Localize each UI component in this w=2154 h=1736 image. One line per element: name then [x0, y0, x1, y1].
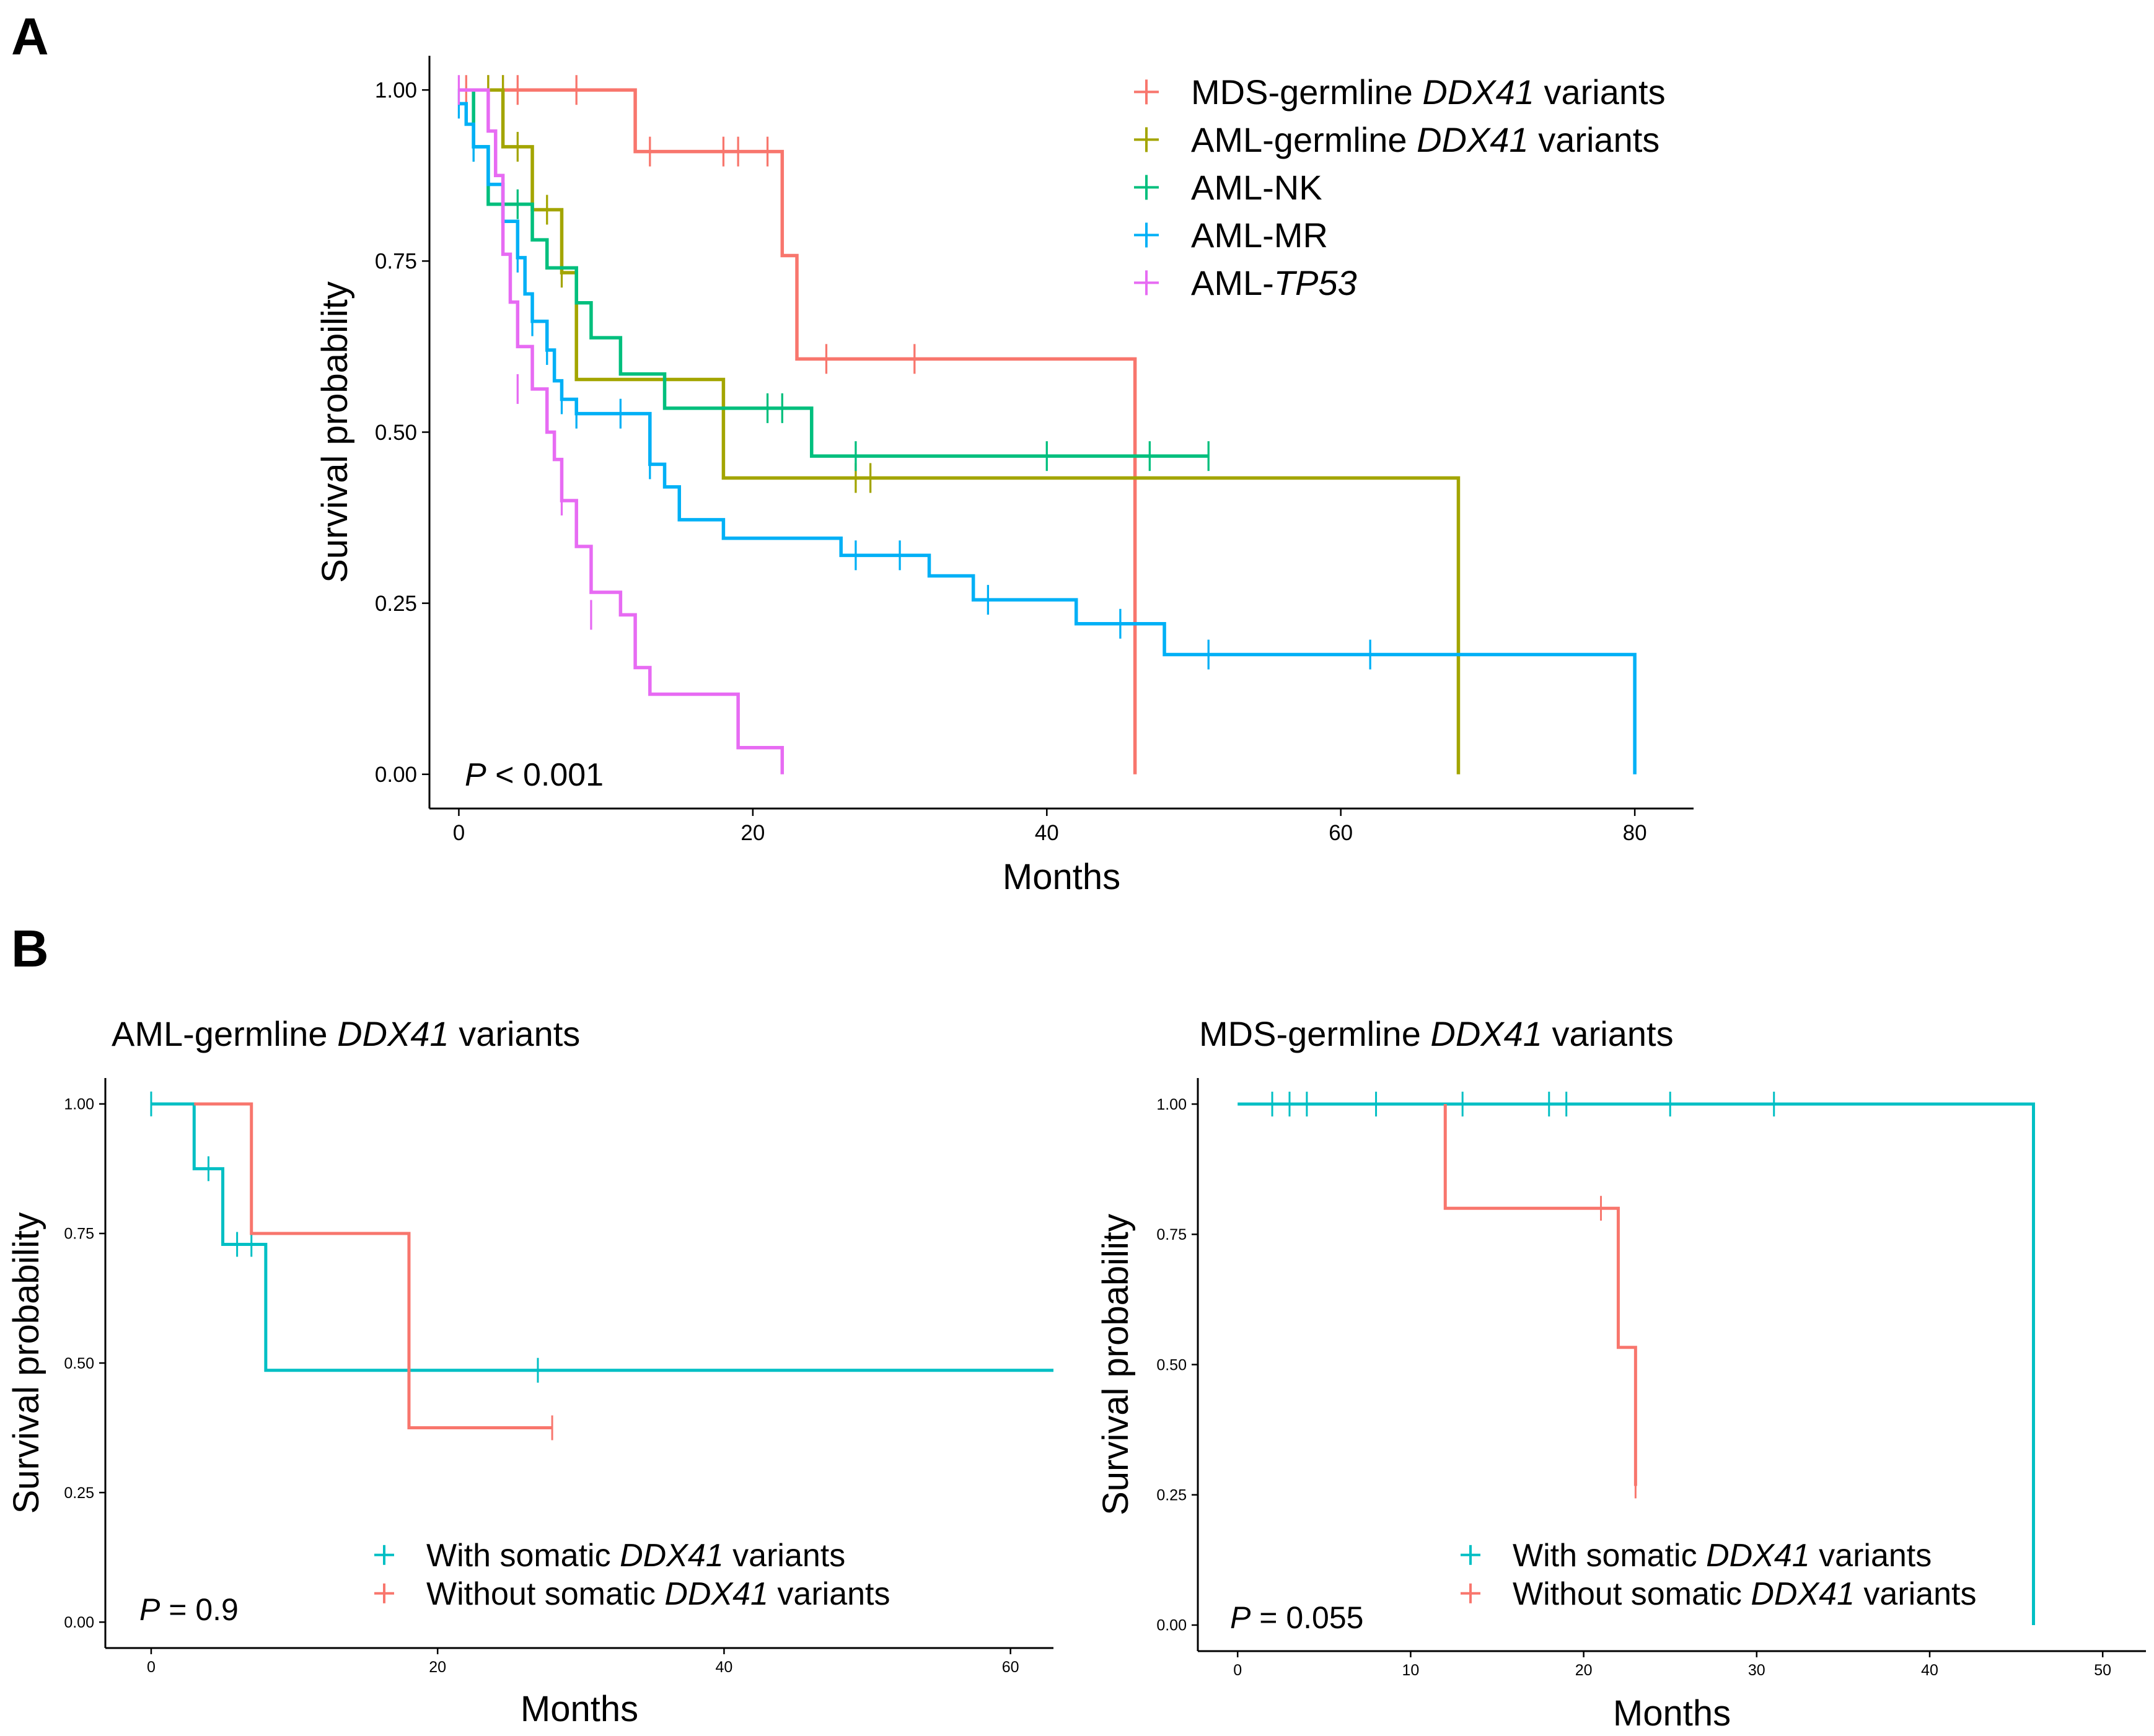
y-tick-label: 0.00 [375, 763, 417, 787]
x-tick-label: 60 [1329, 821, 1353, 845]
y-axis-label: Survival probability [6, 1212, 46, 1514]
legend-label: AML-MR [1191, 216, 1328, 255]
y-axis-label: Survival probability [1096, 1214, 1136, 1515]
x-axis-label: Months [1613, 1693, 1731, 1734]
y-tick-label: 0.75 [64, 1225, 94, 1243]
legend-label: MDS-germline DDX41 variants [1191, 72, 1666, 112]
x-tick-label: 30 [1748, 1662, 1765, 1679]
survival-curve-2 [194, 1102, 553, 1430]
legend-label: AML-germline DDX41 variants [1191, 120, 1659, 159]
x-tick-label: 0 [453, 821, 465, 845]
y-tick-label: 0.50 [375, 421, 417, 445]
p-value-text: P < 0.001 [465, 757, 604, 793]
legend-label: AML-TP53 [1191, 263, 1357, 302]
x-tick-label: 40 [1035, 821, 1059, 845]
survival-curve-1 [151, 1102, 1053, 1372]
x-axis-label: Months [1003, 857, 1120, 897]
survival-curve-2 [1443, 1104, 1637, 1486]
y-tick-label: 1.00 [1156, 1096, 1187, 1113]
legend-label: AML-NK [1191, 168, 1322, 207]
panel-label-a: A [11, 7, 49, 66]
y-tick-label: 0.75 [375, 250, 417, 274]
y-tick-label: 0.50 [64, 1355, 94, 1372]
x-tick-label: 0 [147, 1659, 156, 1676]
x-axis-label: Months [521, 1689, 638, 1729]
x-tick-label: 20 [741, 821, 765, 845]
legend-label: With somatic DDX41 variants [1513, 1538, 1932, 1574]
x-tick-label: 40 [716, 1659, 733, 1676]
x-tick-label: 80 [1623, 821, 1647, 845]
y-tick-label: 0.00 [1156, 1617, 1187, 1634]
y-tick-label: 1.00 [64, 1096, 94, 1113]
x-tick-label: 10 [1402, 1662, 1420, 1679]
chart-panel-a: 0.00 0.25 0.50 0.75 1.00 0 20 40 60 80 Months Survi… [315, 56, 1694, 897]
x-tick-label: 40 [1921, 1662, 1938, 1679]
survival-curve-1 [459, 88, 1137, 774]
y-tick-label: 0.50 [1156, 1356, 1187, 1374]
x-tick-label: 0 [1233, 1662, 1242, 1679]
x-tick-label: 60 [1002, 1659, 1019, 1676]
chart-panel-b-left: 0.00 0.25 0.50 0.75 1.00 0 20 40 60 Months Surviva… [6, 1014, 1053, 1729]
y-tick-label: 0.25 [1156, 1486, 1187, 1504]
y-tick-label: 1.00 [375, 78, 417, 102]
y-axis-label: Survival probability [315, 281, 355, 583]
y-tick-label: 0.75 [1156, 1226, 1187, 1243]
x-tick-label: 20 [1575, 1662, 1593, 1679]
chart-title: MDS-germline DDX41 variants [1199, 1014, 1674, 1053]
panel-label-b: B [11, 919, 49, 978]
y-tick-label: 0.25 [64, 1484, 94, 1502]
chart-title: AML-germline DDX41 variants [112, 1014, 580, 1053]
legend-label: Without somatic DDX41 variants [1513, 1576, 1977, 1612]
survival-curve-1 [1237, 1102, 2036, 1625]
chart-panel-b-right: 0.00 0.25 0.50 0.75 1.00 0 10 20 30 40 50 Months Sur… [1096, 1014, 2146, 1734]
x-tick-label: 50 [2094, 1662, 2111, 1679]
y-tick-label: 0.00 [64, 1614, 94, 1631]
x-tick-label: 20 [429, 1659, 446, 1676]
legend-label: With somatic DDX41 variants [426, 1538, 845, 1574]
p-value-text: P = 0.055 [1230, 1600, 1363, 1635]
survival-curve-5 [459, 88, 785, 774]
legend-label: Without somatic DDX41 variants [426, 1576, 890, 1612]
p-value-text: P = 0.9 [139, 1592, 239, 1627]
y-tick-label: 0.25 [375, 592, 417, 616]
